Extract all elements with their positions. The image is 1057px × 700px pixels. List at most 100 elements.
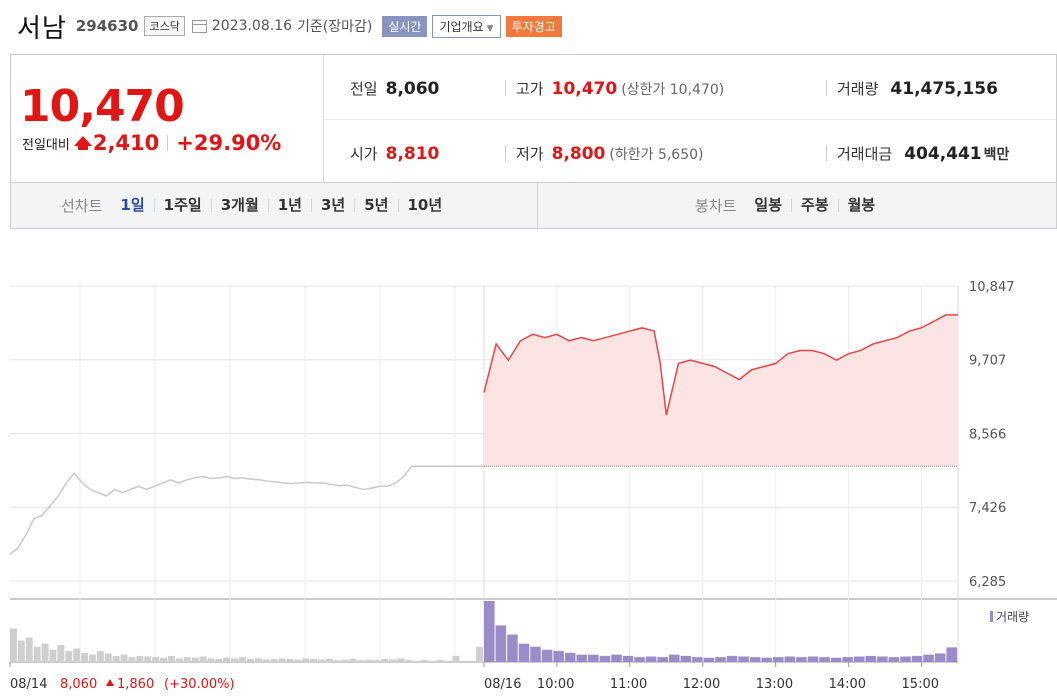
tab-weekly[interactable]: 주봉 — [791, 198, 838, 213]
change-label: 전일대비 — [22, 137, 70, 153]
volume-bar-prev — [65, 651, 73, 662]
tab-1y[interactable]: 1년 — [267, 198, 311, 213]
y-tick-label: 8,566 — [969, 428, 1006, 443]
quote-panel: 10,470 전일대비 2,410 +29.90% 전일 8,060 시가 8,… — [10, 54, 1057, 182]
volume-bar-prev — [33, 646, 41, 662]
tab-3y[interactable]: 3년 — [311, 198, 354, 213]
volume-bar-today — [888, 657, 900, 662]
open-value: 8,810 — [385, 144, 440, 164]
x-tick-label: 10:00 — [537, 677, 574, 692]
volume-bar-today — [645, 656, 657, 662]
current-price-box: 10,470 전일대비 2,410 +29.90% — [11, 55, 324, 182]
volume-bar-prev — [341, 659, 349, 662]
volume-bar-today — [622, 655, 634, 662]
volume-bar-prev — [318, 659, 325, 662]
amount-value: 404,441 — [904, 144, 982, 164]
volume-bar-today — [842, 657, 853, 662]
volume-bar-prev — [452, 655, 460, 662]
tab-monthly[interactable]: 월봉 — [837, 198, 885, 213]
volume-bar-today — [668, 654, 680, 662]
y-tick-label: 10,847 — [969, 280, 1015, 295]
current-price: 10,470 — [20, 81, 185, 132]
volume-bar-prev — [104, 653, 112, 662]
volume-bar-prev — [294, 659, 302, 662]
tab-10y[interactable]: 10년 — [397, 198, 452, 213]
volume-bar-prev — [405, 660, 412, 662]
investment-warning-badge: 투자경고 — [505, 15, 562, 37]
stock-header: 서남 294630 코스닥 2023.08.16 기준(장마감) 실시간 기업개… — [17, 6, 562, 46]
volume-bar-today — [761, 657, 773, 662]
volume-bar-prev — [278, 658, 286, 662]
volume-bar-prev — [112, 655, 120, 662]
volume-value: 41,475,156 — [890, 79, 998, 99]
volume-bar-prev — [460, 660, 468, 662]
volume-bar-prev — [468, 660, 476, 662]
prev-close-value: 8,060 — [385, 79, 440, 99]
volume-bar-today — [564, 652, 576, 662]
volume-bar-today — [657, 657, 668, 662]
amount-unit: 백만 — [983, 147, 1010, 163]
tab-1w[interactable]: 1주일 — [153, 198, 211, 213]
realtime-button[interactable]: 실시간 — [382, 15, 428, 37]
volume-bar-today — [865, 655, 877, 662]
volume-bar-today — [877, 656, 888, 662]
volume-legend-label: 거래량 — [996, 610, 1029, 624]
low-cell: 저가 8,800 (하한가 5,650) — [516, 143, 703, 164]
volume-bar-prev — [96, 651, 104, 662]
volume-bar-today — [738, 656, 749, 662]
prev-day-change-pct: (+30.00%) — [164, 677, 235, 692]
prev-day-change: 1,860 — [117, 677, 154, 692]
volume-bar-prev — [73, 648, 81, 662]
high-cell: 고가 10,470 (상한가 10,470) — [516, 78, 724, 99]
volume-bar-prev — [247, 658, 254, 662]
volume-bar-prev — [333, 660, 341, 662]
quote-date: 2023.08.16 — [211, 18, 293, 34]
x-tick-label: 11:00 — [610, 677, 647, 692]
change-value: 2,410 — [92, 131, 160, 155]
volume-bar-today — [715, 657, 726, 662]
volume-bar-prev — [381, 658, 389, 662]
volume-bar-today — [484, 601, 495, 662]
high-label: 고가 — [516, 80, 544, 98]
stock-name: 서남 — [17, 13, 67, 44]
volume-bar-today — [819, 657, 830, 662]
volume-bar-today — [830, 657, 842, 662]
volume-bar-prev — [349, 658, 357, 662]
volume-bar-prev — [175, 658, 183, 662]
volume-bar-today — [900, 656, 911, 662]
volume-cell: 거래량 41,475,156 — [837, 78, 998, 99]
company-overview-button[interactable]: 기업개요 ▼ — [432, 14, 501, 38]
volume-bar-today — [853, 656, 865, 662]
volume-bar-prev — [215, 658, 223, 662]
volume-bar-today — [946, 647, 957, 662]
volume-bar-prev — [286, 658, 294, 662]
volume-bar-prev — [444, 660, 452, 662]
volume-bar-today — [726, 655, 738, 662]
y-tick-label: 7,426 — [969, 501, 1006, 516]
volume-bar-today — [553, 651, 564, 662]
low-value: 8,800 — [551, 144, 606, 164]
tab-1d[interactable]: 1일 — [120, 196, 145, 214]
volume-bar-prev — [420, 660, 428, 662]
volume-bar-today — [911, 655, 923, 662]
volume-bar-prev — [270, 658, 278, 662]
tab-daily[interactable]: 일봉 — [754, 196, 783, 214]
line-chart-label: 선차트 — [61, 197, 103, 215]
volume-bar-prev — [128, 657, 136, 662]
prev-close-cell: 전일 8,060 — [350, 78, 439, 99]
volume-bar-today — [773, 657, 784, 662]
market-badge: 코스닥 — [144, 16, 185, 36]
volume-bar-prev — [397, 658, 404, 662]
volume-bar-today — [749, 657, 761, 662]
tab-3m[interactable]: 3개월 — [210, 198, 268, 213]
volume-bar-prev — [183, 657, 191, 662]
volume-bar-prev — [428, 660, 436, 662]
lower-limit: (하한가 5,650) — [609, 147, 704, 163]
volume-bar-prev — [302, 658, 310, 662]
volume-bar-prev — [239, 657, 246, 662]
volume-bar-prev — [254, 658, 262, 662]
volume-bar-today — [807, 656, 819, 662]
tab-5y[interactable]: 5년 — [354, 198, 397, 213]
volume-bar-prev — [144, 656, 152, 662]
